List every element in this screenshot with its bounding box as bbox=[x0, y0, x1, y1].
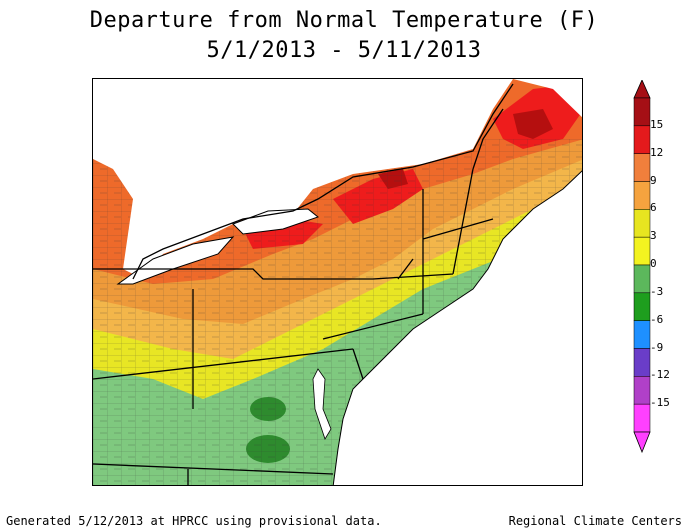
legend-swatch bbox=[633, 97, 651, 127]
legend-tick-label: 15 bbox=[650, 117, 664, 131]
legend-swatch bbox=[633, 403, 651, 433]
footer-generated: Generated 5/12/2013 at HPRCC using provi… bbox=[6, 514, 382, 528]
legend-swatch bbox=[633, 181, 651, 210]
legend-swatch bbox=[633, 236, 651, 266]
legend-tick-label: -9 bbox=[650, 340, 664, 354]
legend-tick-label: -15 bbox=[650, 396, 670, 410]
region-dark-red-maine bbox=[513, 109, 553, 139]
legend-swatch bbox=[633, 153, 651, 182]
legend-swatch bbox=[633, 264, 651, 294]
legend-tick-label: 6 bbox=[650, 201, 657, 215]
legend-tick-label: -12 bbox=[650, 368, 670, 382]
legend-tick-label: -6 bbox=[650, 312, 664, 326]
legend-tick-label: 12 bbox=[650, 145, 664, 159]
coastline bbox=[332, 170, 582, 485]
legend-swatch bbox=[633, 292, 651, 321]
legend-swatch bbox=[633, 209, 651, 238]
lake-erie bbox=[116, 236, 235, 285]
legend-tick-label: 0 bbox=[650, 257, 657, 270]
legend-swatch bbox=[633, 320, 651, 349]
legend-top-arrow bbox=[633, 80, 651, 99]
canada-border bbox=[132, 83, 514, 280]
legend-swatch bbox=[633, 125, 651, 154]
legend-tick-label: 9 bbox=[650, 173, 657, 187]
chesapeake-bay bbox=[312, 368, 332, 440]
footer-source: Regional Climate Centers bbox=[508, 514, 682, 528]
color-legend: 15 12 9 6 3 0 -3 -6 -9 -12 -15 bbox=[632, 80, 688, 460]
map-title: Departure from Normal Temperature (F) bbox=[89, 8, 599, 33]
temperature-map bbox=[92, 78, 583, 486]
legend-bottom-arrow bbox=[633, 431, 651, 454]
atlantic-ocean bbox=[333, 170, 582, 485]
legend-swatch bbox=[633, 376, 651, 405]
map-svg bbox=[93, 79, 582, 485]
legend-tick-label: 3 bbox=[650, 229, 657, 243]
lake-ontario bbox=[232, 208, 320, 235]
legend-swatch bbox=[633, 348, 651, 377]
state-borders bbox=[93, 108, 504, 485]
legend-tick-label: -3 bbox=[650, 284, 664, 298]
legend-bar bbox=[633, 80, 651, 454]
map-date-range: 5/1/2013 - 5/11/2013 bbox=[206, 38, 482, 63]
